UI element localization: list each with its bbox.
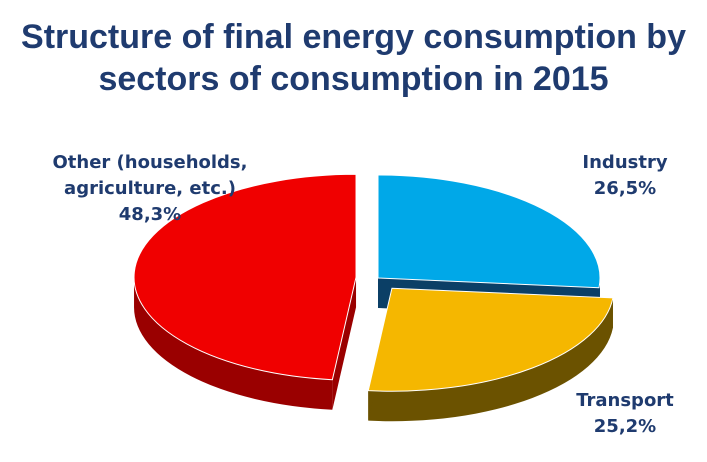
label-transport-name: Transport [576, 390, 674, 411]
label-transport-value: 25,2% [593, 416, 657, 437]
label-other-name-line-1: Other (households, [52, 152, 248, 173]
chart-title-line-2: sectors of consumption in 2015 [98, 60, 609, 98]
label-other-name-line-2: agriculture, etc.) [64, 178, 236, 199]
slice-side-transport [368, 297, 613, 422]
slice-other [133, 173, 357, 381]
slice-transport [367, 287, 614, 392]
label-industry-name: Industry [582, 152, 668, 173]
label-transport: Transport 25,2% [560, 388, 690, 440]
slice-side-other [134, 277, 333, 410]
chart-title-line-1: Structure of final energy consumption by [21, 18, 686, 56]
label-other: Other (households, agriculture, etc.) 48… [20, 150, 280, 228]
slice-edge-other-0 [332, 277, 357, 410]
chart-title: Structure of final energy consumption by… [0, 16, 707, 100]
label-industry-value: 26,5% [593, 178, 657, 199]
slice-industry [377, 174, 601, 289]
label-industry: Industry 26,5% [560, 150, 690, 202]
label-other-value: 48,3% [118, 204, 182, 225]
